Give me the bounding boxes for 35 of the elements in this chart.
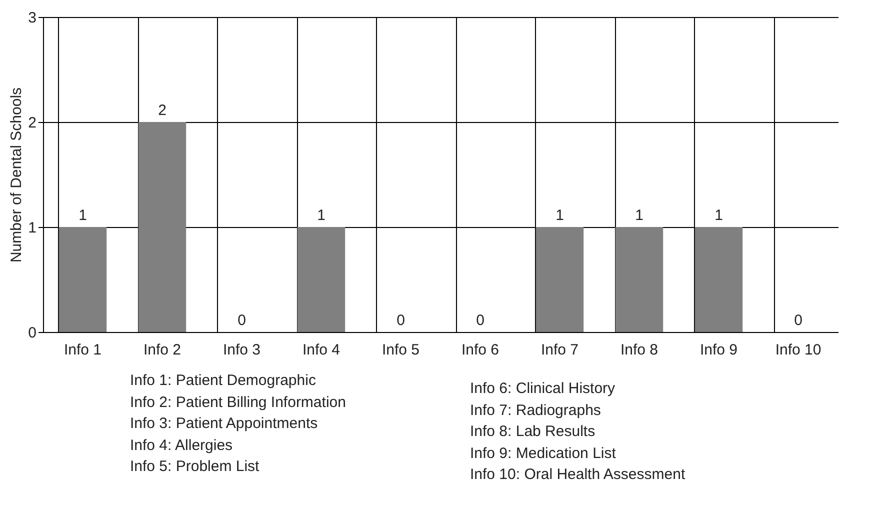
data-label: 1 — [556, 207, 564, 224]
text: Info 9: Medication List — [470, 444, 617, 464]
x-tick-label: Info 1 — [64, 342, 102, 358]
x-tick-label: Info 10 — [775, 342, 822, 358]
data-label: 1 — [635, 207, 644, 224]
y-tick-label: 0 — [28, 324, 36, 342]
text: Info 5: Problem List — [130, 457, 260, 477]
x-tick-label: Info 5 — [382, 342, 420, 358]
data-label: 0 — [476, 312, 484, 329]
y-tick-label: 2 — [28, 114, 36, 132]
data-label: 0 — [794, 312, 802, 329]
x-tick-label: Info 9 — [700, 342, 738, 358]
text: Info 2: Patient Billing Information — [130, 392, 347, 412]
x-tick-label: Info 7 — [540, 342, 579, 358]
data-label: 1 — [78, 207, 87, 224]
y-tick-label: 3 — [28, 10, 36, 26]
x-tick-label: Info 4 — [302, 342, 340, 358]
data-label: 1 — [317, 207, 326, 224]
x-tick-label: Info 3 — [222, 342, 261, 358]
x-tick-label: Info 6 — [461, 342, 500, 358]
x-tick-label: Info 2 — [143, 342, 182, 358]
text: Info 3: Patient Appointments — [130, 414, 319, 434]
y-tick-label: 1 — [28, 220, 36, 236]
text: Info 8: Lab Results — [470, 422, 596, 442]
data-label: 2 — [158, 102, 166, 119]
data-label: 1 — [714, 207, 723, 224]
text: Info 4: Allergies — [130, 436, 234, 456]
data-label: 0 — [396, 312, 405, 329]
data-label: 0 — [238, 312, 246, 329]
y-axis-title: Number of Dental Schools — [8, 87, 26, 263]
x-tick-label: Info 8 — [620, 342, 658, 358]
text: Info 6: Clinical History — [470, 379, 616, 399]
text: Info 7: Radiographs — [470, 400, 602, 420]
text: Info 1: Patient Demographic — [130, 371, 317, 391]
text: Info 10: Oral Health Assessment — [470, 465, 686, 485]
